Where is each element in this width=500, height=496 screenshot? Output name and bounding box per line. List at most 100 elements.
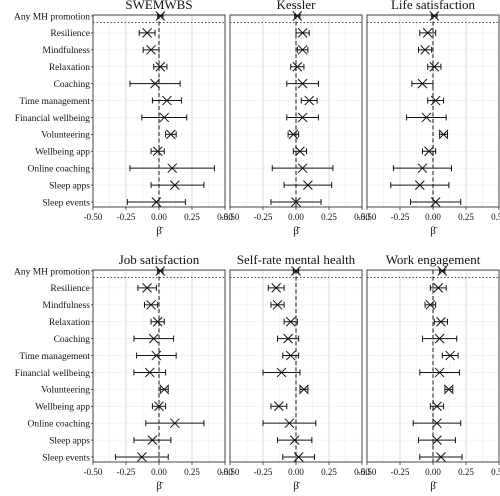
x-marker-stroke (146, 44, 156, 55)
row-label-mindfulness: Mindfulness (43, 300, 91, 311)
row-label-wellbeing-app: Wellbeing app (35, 403, 90, 413)
point-estimate-mindfulness (425, 299, 436, 310)
x-tick-label: -0.50 (84, 212, 103, 222)
point-estimate-sleep-apps (432, 435, 442, 445)
x-axis-label: β̄ (293, 225, 301, 237)
point-estimate-sleep-apps (414, 180, 425, 190)
point-estimate-financial-wellbeing (434, 367, 445, 378)
point-estimate-any-mh-promotion (155, 266, 166, 276)
row-label-time-management: Time management (19, 352, 90, 362)
x-marker-stroke (304, 95, 315, 106)
row-label-coaching: Coaching (54, 80, 91, 90)
point-estimate-wellbeing-app (295, 146, 305, 157)
x-marker-stroke (420, 44, 430, 55)
panel-title: Kessler (277, 0, 317, 12)
x-marker-stroke (147, 435, 158, 445)
x-marker-stroke (292, 61, 303, 72)
row-label-financial-wellbeing: Financial wellbeing (15, 369, 90, 379)
x-marker-stroke (434, 333, 445, 344)
x-marker-stroke (297, 78, 308, 89)
x-marker-stroke (272, 299, 283, 310)
point-estimate-volunteering (299, 384, 309, 395)
x-marker-stroke (154, 401, 164, 412)
row-label-sleep-apps: Sleep apps (49, 181, 90, 191)
x-marker-stroke (285, 350, 296, 361)
x-marker-stroke (417, 78, 428, 89)
row-label-any-mh-promotion: Any MH promotion (14, 267, 90, 277)
x-marker-stroke (436, 452, 446, 462)
point-estimate-online-coaching (297, 163, 308, 174)
x-tick-label: 0.50 (491, 212, 500, 222)
row-label-sleep-apps: Sleep apps (49, 436, 90, 446)
x-marker-stroke (424, 146, 434, 157)
x-marker-stroke (271, 283, 282, 293)
point-estimate-financial-wellbeing (276, 367, 287, 378)
x-tick-label: 0.50 (354, 467, 370, 477)
x-tick-label: 0.00 (288, 212, 304, 222)
x-tick-label: -0.25 (117, 467, 136, 477)
row-label-wellbeing-app: Wellbeing app (35, 148, 90, 158)
x-marker-stroke (429, 61, 440, 72)
x-marker-stroke (167, 163, 178, 174)
x-marker-stroke (436, 316, 446, 327)
row-label-time-management: Time management (19, 97, 90, 107)
row-label-volunteering: Volunteering (41, 386, 90, 396)
x-marker-stroke (417, 163, 428, 174)
point-estimate-volunteering (166, 129, 176, 140)
point-estimate-online-coaching (169, 418, 180, 429)
point-estimate-any-mh-promotion (291, 266, 301, 276)
point-estimate-any-mh-promotion (155, 11, 166, 21)
x-marker-stroke (291, 197, 301, 207)
x-axis-label: β̄ (156, 480, 164, 492)
point-estimate-financial-wellbeing (159, 112, 170, 123)
point-estimate-wellbeing-app (152, 146, 163, 157)
row-label-any-mh-promotion: Any MH promotion (14, 12, 90, 22)
x-marker-stroke (152, 316, 163, 327)
row-label-online-coaching: Online coaching (27, 419, 90, 429)
panel-title: Job satisfaction (119, 252, 200, 267)
point-estimate-resilience (297, 28, 308, 38)
point-estimate-online-coaching (284, 418, 295, 429)
x-tick-label: 0.25 (184, 212, 200, 222)
x-tick-label: -0.50 (221, 467, 240, 477)
x-marker-stroke (422, 28, 433, 38)
point-estimate-wellbeing-app (424, 146, 434, 157)
point-estimate-sleep-apps (169, 180, 180, 190)
point-estimate-time-management (162, 95, 172, 106)
row-label-financial-wellbeing: Financial wellbeing (15, 114, 90, 124)
panel-kessler: Kessler -0.50 -0.25 0.00 0.25 0.50 β̄ (221, 0, 371, 237)
panel-job-satisfaction: Job satisfaction -0.50 -0.25 0.00 0.25 0.50 β̄… (14, 252, 233, 492)
point-estimate-wellbeing-app (154, 401, 164, 412)
x-marker-stroke (142, 283, 152, 293)
point-estimate-resilience (142, 283, 152, 293)
x-marker-stroke (136, 452, 147, 462)
point-estimate-online-coaching (417, 163, 428, 174)
point-estimate-mindfulness (272, 299, 283, 310)
x-tick-label: -0.50 (358, 467, 377, 477)
point-estimate-mindfulness (146, 299, 156, 310)
x-marker-stroke (159, 112, 170, 123)
point-estimate-volunteering (288, 129, 299, 140)
point-estimate-any-mh-promotion (437, 266, 448, 276)
point-estimate-sleep-apps (147, 435, 158, 445)
x-marker-stroke (297, 163, 308, 174)
x-marker-stroke (283, 333, 293, 344)
panel-title: Work engagement (386, 252, 481, 267)
x-tick-label: 0.50 (491, 467, 500, 477)
point-estimate-wellbeing-app (432, 401, 442, 412)
x-marker-stroke (285, 316, 296, 327)
point-estimate-volunteering (438, 129, 449, 140)
point-estimate-financial-wellbeing (144, 367, 155, 378)
x-marker-stroke (414, 180, 425, 190)
x-marker-stroke (425, 299, 436, 310)
x-marker-stroke (445, 350, 456, 361)
point-estimate-time-management (151, 350, 162, 361)
x-axis-label: β̄ (430, 225, 438, 237)
point-estimate-coaching (417, 78, 428, 89)
x-marker-stroke (148, 333, 159, 344)
x-tick-label: -0.50 (221, 212, 240, 222)
x-tick-label: 0.00 (288, 467, 304, 477)
x-marker-stroke (146, 299, 156, 310)
x-marker-stroke (150, 78, 160, 89)
point-estimate-relaxation (285, 316, 296, 327)
